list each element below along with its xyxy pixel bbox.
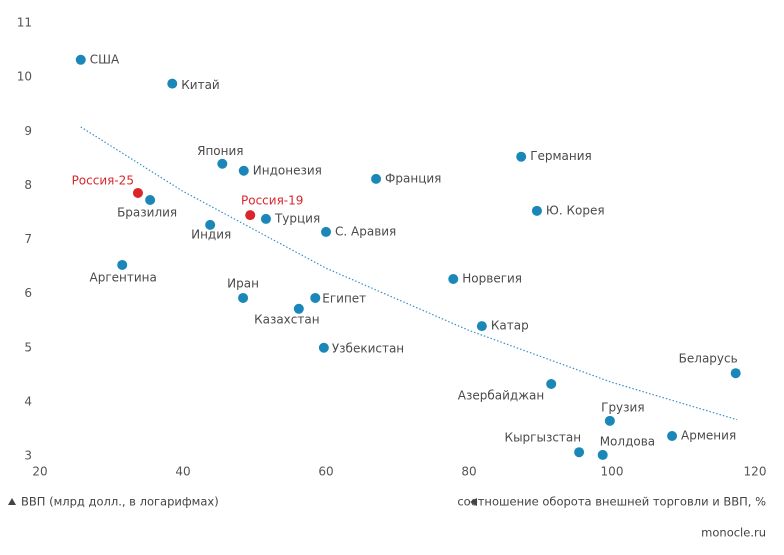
point bbox=[117, 259, 128, 270]
source: monocle.ru bbox=[701, 526, 766, 540]
point-label: Катар bbox=[491, 319, 529, 333]
point-label: США bbox=[90, 52, 120, 66]
point bbox=[260, 213, 271, 224]
y-tick-label: 6 bbox=[24, 286, 32, 300]
point-label: Аргентина bbox=[90, 270, 157, 284]
point bbox=[448, 274, 459, 285]
point bbox=[238, 292, 249, 303]
point-label: Казахстан bbox=[254, 312, 320, 326]
x-tick-label: 20 bbox=[32, 465, 47, 479]
point bbox=[318, 342, 329, 353]
point-label: Германия bbox=[530, 149, 592, 163]
point-label: Ю. Корея bbox=[546, 203, 605, 217]
point-label: Узбекистан bbox=[332, 341, 404, 355]
x-axis-marker bbox=[470, 498, 477, 506]
x-tick-label: 40 bbox=[175, 465, 190, 479]
point-label: С. Аравия bbox=[335, 224, 396, 238]
y-tick-label: 3 bbox=[24, 449, 32, 463]
point bbox=[75, 54, 86, 65]
y-tick-label: 4 bbox=[24, 394, 32, 408]
y-axis-label: ВВП (млрд долл., в логарифмах) bbox=[21, 495, 219, 509]
point bbox=[145, 194, 156, 205]
y-tick-label: 5 bbox=[24, 340, 32, 354]
point-label: Молдова bbox=[600, 434, 655, 448]
point-label: Армения bbox=[681, 428, 736, 442]
point bbox=[132, 187, 143, 198]
point bbox=[531, 205, 542, 216]
point-label: Иран bbox=[227, 276, 259, 290]
point bbox=[293, 303, 304, 314]
point bbox=[516, 151, 527, 162]
y-tick-label: 7 bbox=[24, 232, 32, 246]
point-label: Япония bbox=[197, 144, 243, 158]
point bbox=[310, 292, 321, 303]
point bbox=[476, 321, 487, 332]
y-axis-marker bbox=[8, 498, 16, 505]
point bbox=[205, 219, 216, 230]
point bbox=[667, 430, 678, 441]
point bbox=[574, 447, 585, 458]
point-label: Россия-19 bbox=[241, 194, 303, 208]
point bbox=[167, 78, 178, 89]
x-tick-label: 60 bbox=[318, 465, 333, 479]
point bbox=[217, 158, 228, 169]
point bbox=[604, 415, 615, 426]
point-label: Норвегия bbox=[462, 272, 522, 286]
point-label: Беларусь bbox=[679, 352, 738, 366]
point-label: Россия-25 bbox=[72, 173, 134, 187]
point-label: Франция bbox=[385, 171, 441, 185]
point-label: Китай bbox=[181, 78, 219, 92]
x-tick-label: 100 bbox=[601, 465, 624, 479]
point-label: Кыргызстан bbox=[505, 431, 582, 445]
x-axis-label: соотношение оборота внешней торговли и В… bbox=[457, 495, 766, 509]
point bbox=[238, 165, 249, 176]
point bbox=[245, 210, 256, 221]
point-label: Индия bbox=[191, 227, 231, 241]
point-label: Азербайджан bbox=[458, 389, 544, 403]
x-tick-label: 120 bbox=[744, 465, 767, 479]
point-label: Грузия bbox=[601, 400, 644, 414]
y-tick-label: 10 bbox=[17, 70, 32, 84]
trend-line bbox=[80, 126, 738, 421]
point bbox=[730, 368, 741, 379]
point bbox=[546, 379, 557, 390]
point bbox=[597, 449, 608, 460]
point-label: Бразилия bbox=[117, 205, 177, 219]
x-tick-label: 80 bbox=[461, 465, 476, 479]
point bbox=[321, 226, 331, 237]
y-tick-label: 11 bbox=[17, 16, 32, 30]
point-label: Египет bbox=[322, 291, 366, 305]
point bbox=[371, 173, 382, 184]
y-tick-label: 9 bbox=[24, 124, 32, 138]
point-label: Индонезия bbox=[253, 163, 322, 177]
point-label: Турция bbox=[274, 211, 320, 225]
y-tick-label: 8 bbox=[24, 178, 32, 192]
